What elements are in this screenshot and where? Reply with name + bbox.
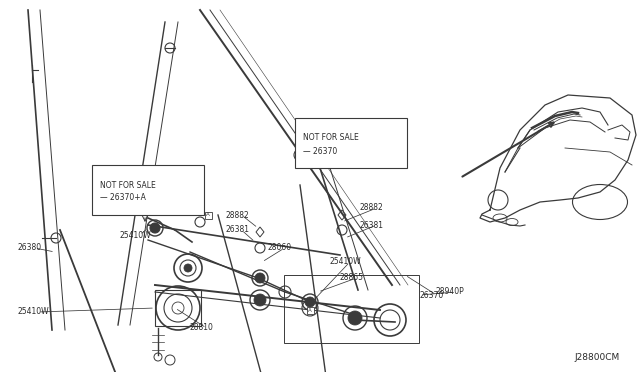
Circle shape (150, 223, 160, 233)
Circle shape (305, 297, 315, 307)
Text: 26370: 26370 (420, 291, 444, 299)
Text: — 26370+A: — 26370+A (100, 193, 146, 202)
Bar (295, 118, 407, 168)
Text: 28810: 28810 (190, 324, 214, 333)
Circle shape (255, 273, 265, 283)
Text: 28865: 28865 (340, 273, 364, 282)
Text: 28882: 28882 (225, 211, 249, 219)
Text: 26380: 26380 (18, 244, 42, 253)
Text: — 26370: — 26370 (303, 147, 337, 155)
Text: 26381: 26381 (360, 221, 384, 230)
Text: 25410W: 25410W (18, 308, 50, 317)
Text: 28060: 28060 (268, 244, 292, 253)
Text: A: A (308, 308, 312, 312)
Bar (205, 212, 211, 218)
Bar (92, 165, 204, 215)
Text: 28940P: 28940P (435, 288, 464, 296)
Circle shape (184, 264, 192, 272)
Text: NOT FOR SALE: NOT FOR SALE (303, 134, 359, 142)
Text: NOT FOR SALE: NOT FOR SALE (100, 180, 156, 189)
Text: A: A (206, 212, 210, 218)
Bar (307, 307, 314, 314)
Text: 28882: 28882 (360, 203, 384, 212)
Text: 25410W: 25410W (120, 231, 152, 240)
Text: J28800CM: J28800CM (575, 353, 620, 362)
Bar (284, 275, 419, 343)
Circle shape (254, 294, 266, 306)
Text: 26381: 26381 (225, 225, 249, 234)
Text: 25410W: 25410W (330, 257, 362, 266)
Circle shape (348, 311, 362, 325)
Bar (155, 290, 201, 326)
